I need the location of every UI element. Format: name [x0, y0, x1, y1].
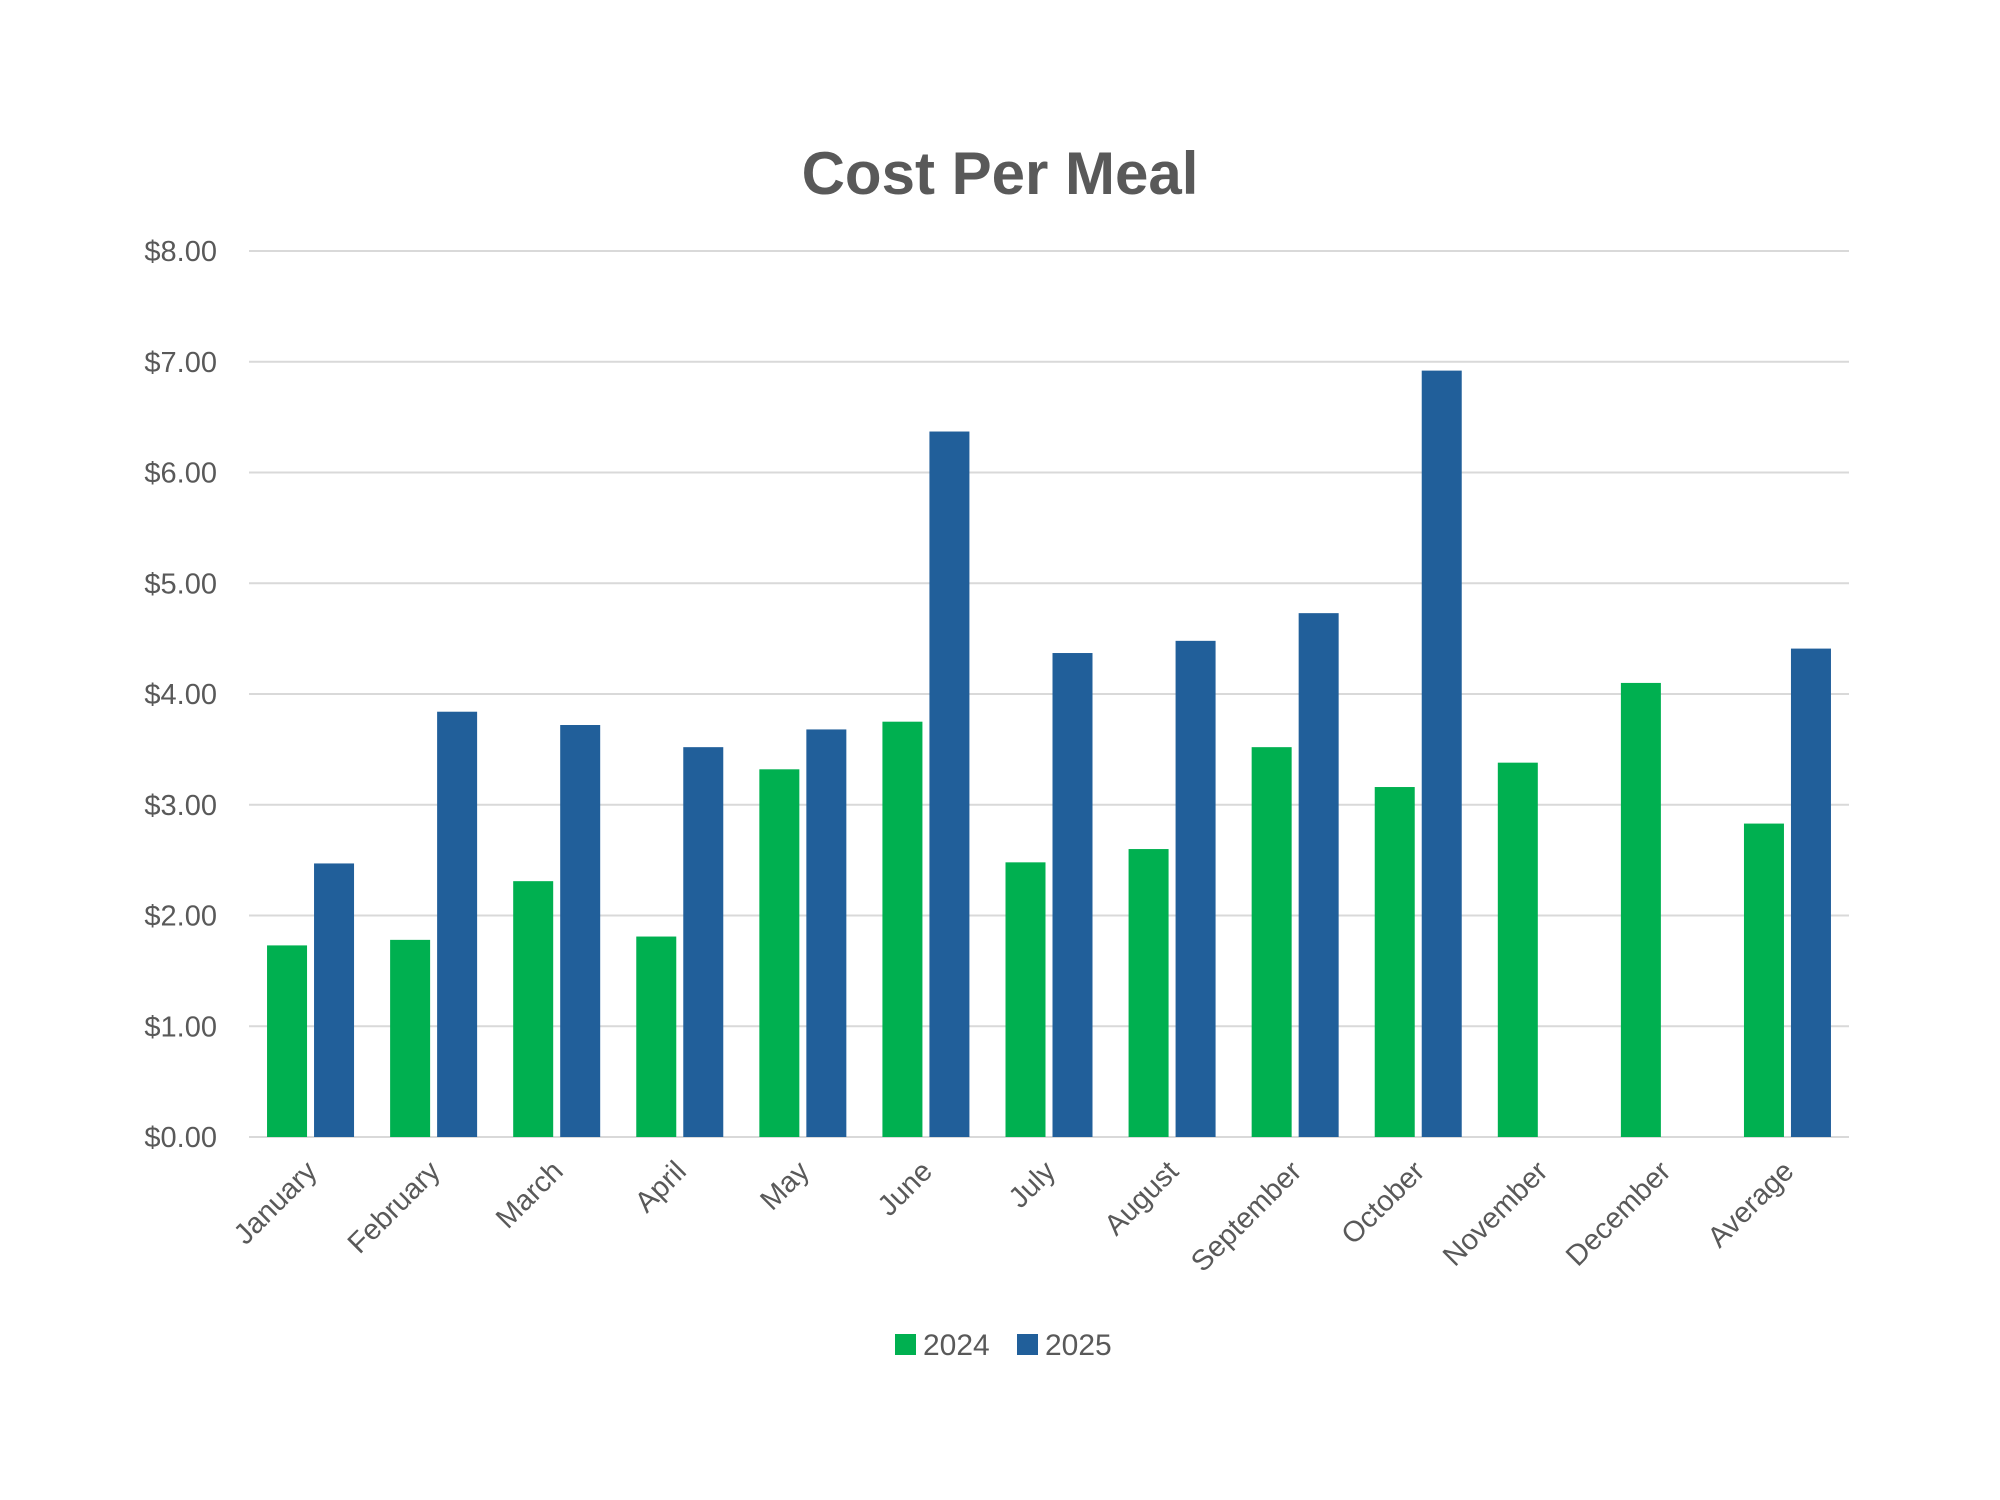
legend-label: 2025 — [1045, 1329, 1112, 1362]
legend: 2024 2025 — [895, 1329, 1112, 1362]
bar-2025-july: July 2025: $4.37 — [1052, 653, 1093, 1137]
bar-2024-november: November 2024: $3.38 — [1497, 762, 1538, 1137]
x-axis-tick-labels: January February March April May June July Augu… — [228, 1155, 1801, 1278]
y-tick-label: $1.00 — [144, 1011, 217, 1043]
bar-2025-average: Average 2025: $4.41 — [1790, 648, 1831, 1137]
bars: January 2024: $1.73January 2025: $2.47 Fe… — [267, 370, 1831, 1138]
bar-2024-december: December 2024: $4.10 — [1620, 682, 1661, 1137]
bar-2024-april: April 2024: $1.81 — [636, 936, 677, 1137]
bar-2025-september: September 2025: $4.73 — [1298, 613, 1339, 1137]
y-tick-label: $5.00 — [144, 568, 217, 600]
legend-swatch — [1017, 1334, 1038, 1355]
legend-item-2025[interactable]: 2025 — [1017, 1329, 1112, 1362]
bar-2024-july: July 2024: $2.48 — [1005, 862, 1046, 1137]
chart-title: Cost Per Meal — [802, 140, 1199, 207]
x-tick-label: October — [1336, 1155, 1432, 1251]
x-tick-label: July — [1003, 1155, 1062, 1214]
bar-2025-january: January 2025: $2.47 — [314, 863, 355, 1137]
bar-2025-february: February 2025: $3.84 — [437, 711, 478, 1137]
x-tick-label: February — [342, 1155, 447, 1260]
x-tick-label: March — [490, 1155, 570, 1235]
y-tick-label: $2.00 — [144, 901, 217, 933]
legend-swatch — [895, 1334, 916, 1355]
bar-2025-august: August 2025: $4.48 — [1175, 640, 1216, 1137]
y-tick-label: $8.00 — [144, 236, 217, 268]
x-tick-label: May — [754, 1155, 816, 1217]
bar-2024-average: Average 2024: $2.83 — [1743, 823, 1784, 1137]
x-tick-label: January — [228, 1155, 324, 1251]
y-tick-label: $6.00 — [144, 458, 217, 490]
bar-2025-april: April 2025: $3.52 — [683, 747, 724, 1137]
legend-label: 2024 — [923, 1329, 990, 1362]
x-tick-label: December — [1560, 1155, 1677, 1272]
bar-2024-september: September 2024: $3.52 — [1251, 747, 1292, 1137]
x-tick-label: November — [1437, 1155, 1554, 1272]
bar-2024-june: June 2024: $3.75 — [882, 721, 923, 1137]
bar-2024-august: August 2024: $2.60 — [1128, 849, 1169, 1137]
x-tick-label: June — [872, 1155, 939, 1222]
bar-2025-october: October 2025: $6.92 — [1421, 370, 1462, 1137]
bar-2024-may: May 2024: $3.32 — [759, 769, 800, 1137]
y-axis-tick-labels: $0.00 $1.00 $2.00 $3.00 $4.00 $5.00 $6.00 $7.00… — [144, 236, 217, 1154]
x-tick-label: September — [1185, 1155, 1308, 1278]
x-tick-label: Average — [1702, 1155, 1801, 1254]
y-tick-label: $7.00 — [144, 347, 217, 379]
bar-2025-march: March 2025: $3.72 — [560, 725, 601, 1137]
bar-2024-october: October 2024: $3.16 — [1374, 787, 1415, 1137]
x-tick-label: August — [1099, 1155, 1185, 1241]
bar-2024-march: March 2024: $2.31 — [513, 881, 554, 1137]
legend-item-2024[interactable]: 2024 — [895, 1329, 990, 1362]
gridlines — [249, 250, 1849, 1138]
y-tick-label: $0.00 — [144, 1122, 217, 1154]
y-tick-label: $3.00 — [144, 790, 217, 822]
bar-2024-january: January 2024: $1.73 — [267, 945, 308, 1137]
bar-2025-june: June 2025: $6.37 — [929, 431, 970, 1138]
bar-2024-february: February 2024: $1.78 — [390, 939, 431, 1137]
y-tick-label: $4.00 — [144, 679, 217, 711]
bar-2025-may: May 2025: $3.68 — [806, 729, 847, 1137]
x-tick-label: April — [629, 1155, 693, 1219]
